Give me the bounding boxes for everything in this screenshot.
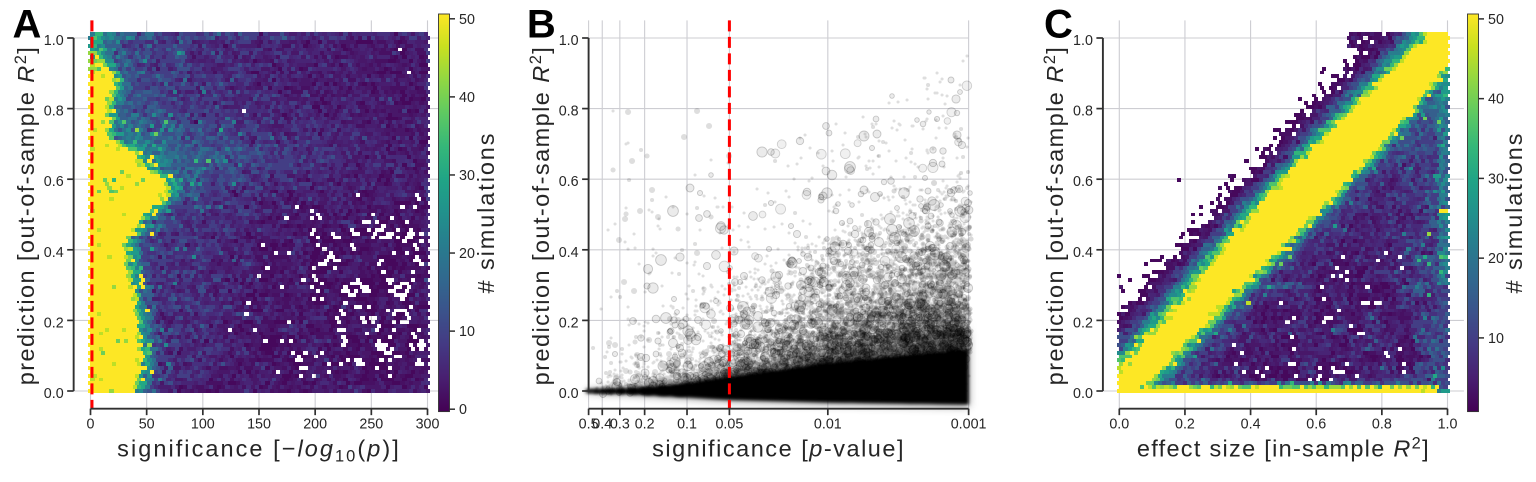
svg-text:1.0: 1.0: [559, 33, 579, 49]
svg-text:B: B: [527, 3, 556, 47]
svg-text:significance [−log10(p)]: significance [−log10(p)]: [117, 436, 401, 466]
svg-text:prediction [out-of-sample R2]: prediction [out-of-sample R2]: [1041, 46, 1068, 386]
svg-text:0.8: 0.8: [559, 104, 579, 120]
svg-text:0.4: 0.4: [1073, 245, 1093, 261]
svg-text:100: 100: [191, 417, 215, 433]
svg-text:0: 0: [87, 417, 95, 433]
svg-text:150: 150: [247, 417, 271, 433]
svg-text:50: 50: [459, 12, 475, 28]
svg-text:0.001: 0.001: [951, 417, 987, 433]
svg-text:prediction [out-of-sample R2]: prediction [out-of-sample R2]: [12, 46, 39, 386]
svg-text:# simulations: # simulations: [1501, 132, 1527, 294]
svg-text:0.8: 0.8: [1372, 417, 1392, 433]
svg-text:prediction [out-of-sample R2]: prediction [out-of-sample R2]: [527, 46, 554, 386]
svg-text:250: 250: [359, 417, 383, 433]
svg-text:40: 40: [459, 90, 475, 106]
svg-text:effect size [in-sample R2]: effect size [in-sample R2]: [1137, 435, 1430, 462]
svg-text:0.6: 0.6: [559, 174, 579, 190]
svg-text:0: 0: [459, 402, 467, 418]
svg-text:0.2: 0.2: [559, 315, 579, 331]
svg-text:0.3: 0.3: [610, 417, 630, 433]
svg-text:significance [p-value]: significance [p-value]: [652, 436, 905, 462]
svg-text:0.8: 0.8: [44, 104, 64, 120]
svg-text:0.6: 0.6: [44, 174, 64, 190]
svg-text:0.6: 0.6: [1306, 417, 1326, 433]
svg-text:0.6: 0.6: [1073, 174, 1093, 190]
svg-text:1.0: 1.0: [1438, 417, 1458, 433]
svg-text:0.2: 0.2: [44, 315, 64, 331]
svg-text:0.2: 0.2: [1175, 417, 1195, 433]
svg-text:# simulations: # simulations: [473, 132, 499, 294]
svg-text:1.0: 1.0: [1073, 33, 1093, 49]
svg-text:0.05: 0.05: [715, 417, 743, 433]
svg-text:10: 10: [459, 324, 475, 340]
svg-text:0.4: 0.4: [44, 245, 64, 261]
svg-text:0.2: 0.2: [635, 417, 655, 433]
svg-text:0.0: 0.0: [1109, 417, 1129, 433]
svg-text:A: A: [13, 3, 42, 47]
svg-text:C: C: [1044, 3, 1073, 47]
svg-text:300: 300: [416, 417, 440, 433]
svg-text:50: 50: [139, 417, 155, 433]
svg-text:0.2: 0.2: [1073, 315, 1093, 331]
svg-text:50: 50: [1488, 12, 1504, 28]
svg-text:0.0: 0.0: [1073, 386, 1093, 402]
svg-text:1.0: 1.0: [44, 33, 64, 49]
svg-text:0.8: 0.8: [1073, 104, 1093, 120]
svg-text:0.1: 0.1: [677, 417, 697, 433]
svg-text:10: 10: [1488, 331, 1504, 347]
svg-text:0.4: 0.4: [1241, 417, 1261, 433]
svg-text:0.4: 0.4: [559, 245, 579, 261]
svg-text:0.0: 0.0: [559, 386, 579, 402]
svg-text:0.01: 0.01: [814, 417, 842, 433]
svg-text:40: 40: [1488, 92, 1504, 108]
svg-text:200: 200: [303, 417, 327, 433]
svg-text:0.0: 0.0: [44, 386, 64, 402]
